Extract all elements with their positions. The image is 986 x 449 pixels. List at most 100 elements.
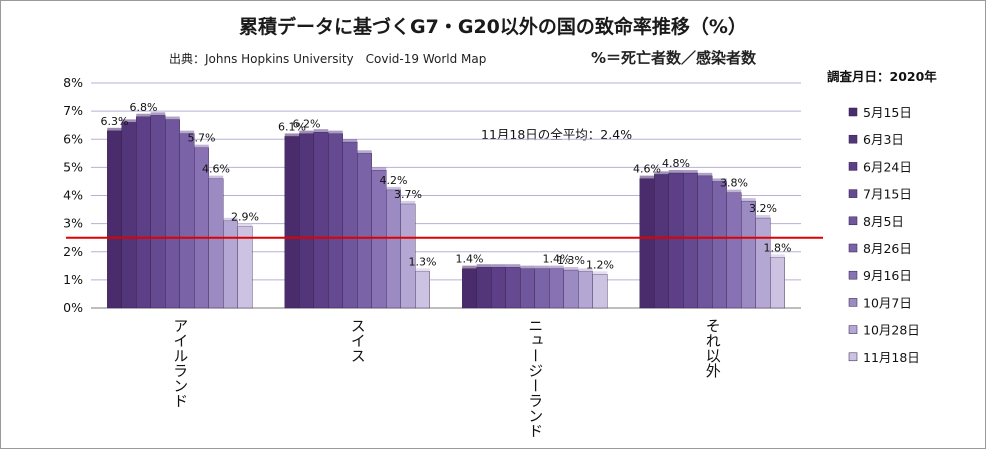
data-label: 4.6% <box>202 163 230 176</box>
bar-top <box>755 215 771 218</box>
bar <box>476 267 492 309</box>
bar <box>520 268 535 309</box>
bar-top <box>563 267 579 271</box>
y-tick-label: 2% <box>63 244 83 259</box>
category-label: ニュージーランド <box>526 318 544 438</box>
bar <box>165 119 180 309</box>
bar-top <box>712 178 727 182</box>
data-label: 6.1% <box>278 120 306 133</box>
bar <box>121 122 137 309</box>
bar <box>505 267 521 309</box>
legend-swatch <box>848 162 858 171</box>
legend-swatch <box>848 352 858 362</box>
y-tick-label: 1% <box>63 272 83 287</box>
data-label: 4.8% <box>662 157 690 170</box>
data-label: 3.8% <box>720 177 748 190</box>
bar <box>755 217 771 309</box>
bar-top <box>313 129 329 133</box>
bar-top <box>223 217 238 221</box>
bar <box>313 132 329 309</box>
category-label: それ以外 <box>704 318 722 378</box>
bar-top <box>770 254 785 258</box>
bar <box>592 274 608 309</box>
bar-top <box>578 268 593 272</box>
data-label: 1.8% <box>764 241 792 254</box>
y-tick-label: 5% <box>63 159 83 174</box>
bar-top <box>208 175 224 179</box>
bar <box>415 271 430 309</box>
y-tick-label: 8% <box>63 75 83 90</box>
bar-top <box>107 127 122 131</box>
y-axis: 0% 1% 2% 3% 4% 5% 6% 7% 8% <box>63 75 801 315</box>
chart-formula: %＝死亡者数／感染者数 <box>591 49 757 67</box>
bar-top <box>371 167 387 171</box>
bar-top <box>237 223 253 227</box>
bar-top <box>284 133 300 137</box>
bar-top <box>505 264 521 268</box>
bar <box>697 175 713 309</box>
data-label: 1.3% <box>409 255 437 268</box>
y-tick-label: 0% <box>63 300 83 315</box>
bar-top <box>165 116 180 120</box>
bar-top <box>668 170 684 173</box>
category-labels: アイルランド スイス ニュージーランド それ以外 <box>171 318 722 438</box>
chart-title: 累積データに基づくG7・G20以外の国の致命率推移（%） <box>239 15 747 38</box>
data-label: 6.2% <box>293 118 321 131</box>
legend-swatch <box>848 270 858 280</box>
bar-top <box>194 144 209 148</box>
bar-top <box>592 271 608 275</box>
bar <box>208 178 224 309</box>
bar-top <box>150 112 166 116</box>
legend-label: 10月28日 <box>863 323 920 338</box>
bar <box>726 192 742 309</box>
bar <box>371 169 387 309</box>
bar-top <box>741 198 756 202</box>
bar-top <box>328 130 343 134</box>
bar-top <box>462 265 477 269</box>
category-label: アイルランド <box>171 318 189 408</box>
legend-label: 6月24日 <box>863 159 912 174</box>
y-tick-label: 4% <box>63 188 83 203</box>
bar <box>386 189 401 309</box>
bar <box>534 268 550 309</box>
bar <box>668 172 684 309</box>
category-label: スイス <box>349 318 367 363</box>
data-label: 4.6% <box>633 163 661 176</box>
bar <box>342 141 358 309</box>
legend-label: 7月15日 <box>863 187 912 202</box>
legend-swatch <box>848 107 858 117</box>
data-label: 5.7% <box>188 132 216 145</box>
legend-label: 6月3日 <box>863 132 904 147</box>
legend-label: 8月5日 <box>863 214 904 229</box>
bar <box>462 268 477 309</box>
legend: 5月15日 6月3日 6月24日 7月15日 8月5日 8月26日 9月16日 10月7日 10… <box>848 105 920 365</box>
bar-top <box>549 265 564 269</box>
data-label: 6.3% <box>101 115 129 128</box>
legend-label: 11月18日 <box>863 350 920 365</box>
bar-top <box>726 189 742 193</box>
bar <box>223 220 238 309</box>
bar-top <box>683 170 698 173</box>
bar <box>578 271 593 309</box>
bar <box>654 174 669 309</box>
bar-top <box>491 264 506 268</box>
bar-top <box>342 139 358 143</box>
data-label: 1.3% <box>557 254 585 267</box>
legend-label: 5月15日 <box>863 105 912 120</box>
bar-top <box>520 265 535 269</box>
legend-swatch <box>848 134 858 144</box>
bar-top <box>386 186 401 190</box>
data-label: 3.7% <box>394 188 422 201</box>
bar-top <box>534 265 550 269</box>
bar <box>328 133 343 309</box>
bar <box>107 130 122 309</box>
bar <box>741 200 756 309</box>
bar <box>179 133 195 309</box>
bar-top <box>654 171 669 175</box>
bar <box>284 136 300 309</box>
legend-label: 10月7日 <box>863 295 912 310</box>
data-label: 4.2% <box>380 174 408 187</box>
y-tick-label: 6% <box>63 131 83 146</box>
